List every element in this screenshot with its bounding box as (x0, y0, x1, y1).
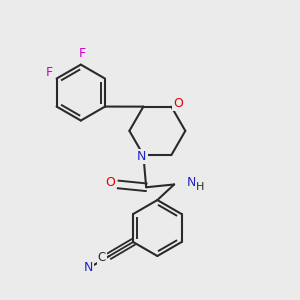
Text: F: F (46, 66, 53, 79)
Text: H: H (196, 182, 205, 192)
Text: C: C (98, 251, 106, 264)
Text: N: N (84, 261, 93, 274)
Text: N: N (187, 176, 196, 190)
Text: F: F (79, 47, 86, 60)
Text: N: N (137, 150, 147, 163)
Text: O: O (105, 176, 115, 190)
Text: O: O (173, 97, 183, 110)
